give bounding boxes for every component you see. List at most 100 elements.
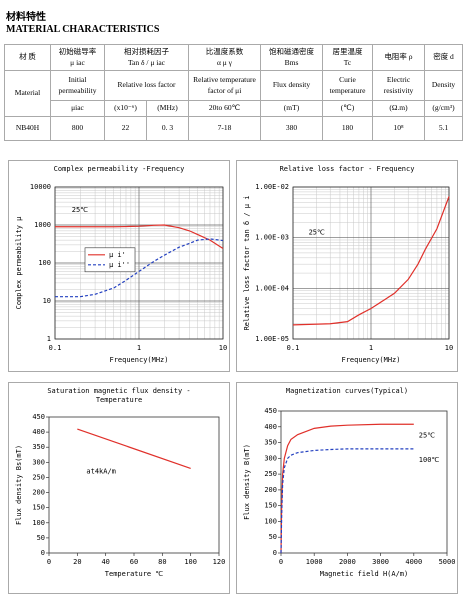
- cell: 密度 d: [424, 44, 463, 71]
- x-axis-label: Temperature ℃: [105, 570, 164, 578]
- y-axis-label: Relative loss factor tan δ / μ i: [243, 196, 251, 331]
- x-tick-label: 80: [158, 558, 166, 566]
- y-tick-label: 300: [32, 458, 45, 466]
- chart-panel: 1.00E-05 1.00E-04 1.00E-03 1.00E-02 0.1 1 10 Fr…: [236, 160, 458, 372]
- legend-label: μ i'': [109, 261, 130, 269]
- cell: (g/cm³): [424, 100, 463, 117]
- cell: Flux density: [260, 70, 323, 101]
- x-tick-label: 3000: [372, 558, 389, 566]
- x-tick-label: 1: [137, 344, 141, 352]
- chart: 0 50 100 150 200 250 300 350 400 450 0 1000 2000 3000…: [243, 407, 456, 578]
- y-tick-label: 400: [32, 428, 45, 436]
- y-tick-label: 1.00E-02: [255, 183, 289, 191]
- y-axis-label: Flux density Bs(mT): [15, 445, 23, 525]
- y-tick-label: 0: [41, 549, 45, 557]
- chart: 1.00E-05 1.00E-04 1.00E-03 1.00E-02 0.1 1 10 Fr…: [243, 183, 453, 364]
- series-line: [280, 423, 414, 554]
- cell: 饱和磁通密度 Bms: [260, 44, 323, 71]
- table-row: NB40H 800 22 0. 3 7-18 380 180 10⁸ 5.1: [4, 116, 463, 141]
- y-tick-label: 450: [32, 413, 45, 421]
- legend-box: [84, 247, 136, 273]
- x-tick-label: 5000: [439, 558, 456, 566]
- y-tick-label: 0: [273, 549, 277, 557]
- x-axis-label: Frequency(MHz): [109, 356, 168, 364]
- y-tick-label: 50: [269, 533, 277, 541]
- x-axis-label: Frequency(MHz): [341, 356, 400, 364]
- cell: μiac: [50, 100, 105, 117]
- y-tick-label: 450: [264, 407, 277, 415]
- x-axis-label: Magnetic field H(A/m): [320, 570, 409, 578]
- material-table: 材 质 初始磁导率 μ iac 相对损耗因子 Tan δ / μ iac 比温度系数…: [4, 44, 463, 141]
- cell: 7-18: [188, 116, 261, 141]
- cell: Initial permeability: [50, 70, 105, 101]
- cell-text: 比温度系数: [205, 47, 244, 57]
- cell: 5.1: [424, 116, 463, 141]
- cell: Material: [4, 70, 51, 117]
- x-tick-label: 20: [73, 558, 81, 566]
- annotation: at4kA/m: [86, 467, 116, 475]
- cell: NB40H: [4, 116, 51, 141]
- series-line: [292, 196, 450, 326]
- cell: 0. 3: [146, 116, 189, 141]
- y-tick-label: 100: [38, 259, 51, 267]
- cell: 比温度系数 α μ γ: [188, 44, 261, 71]
- cell: 22: [104, 116, 147, 141]
- cell: 20to 60℃: [188, 100, 261, 117]
- cell: Relative temperature factor of μi: [188, 70, 261, 101]
- y-tick-label: 100: [32, 519, 45, 527]
- cell: (mT): [260, 100, 323, 117]
- x-tick-label: 0.1: [49, 344, 62, 352]
- cell: (MHz): [146, 100, 189, 117]
- series-label: 25℃: [419, 431, 435, 439]
- chart-panel: 0 50 100 150 200 250 300 350 400 450 0 1000 2000 3000…: [236, 382, 458, 594]
- y-tick-label: 1.00E-04: [255, 284, 289, 292]
- y-tick-label: 100: [264, 517, 277, 525]
- cell: (℃): [322, 100, 373, 117]
- plot-frame: [54, 186, 224, 340]
- y-tick-label: 1.00E-05: [255, 335, 289, 343]
- chart: 0 50 100 150 200 250 300 350 400 450 0 20 40 60 80 100 1…: [15, 413, 226, 578]
- y-tick-label: 200: [32, 489, 45, 497]
- x-tick-label: 120: [213, 558, 226, 566]
- plot-frame: [280, 410, 448, 554]
- table-row: μiac (x10⁻⁶) (MHz) 20to 60℃ (mT) (℃) (Ω.…: [5, 100, 463, 117]
- x-tick-label: 1000: [306, 558, 323, 566]
- y-tick-label: 10: [43, 297, 51, 305]
- y-tick-label: 150: [264, 502, 277, 510]
- series-line: [280, 448, 414, 554]
- x-tick-label: 4000: [405, 558, 422, 566]
- cell: 居里温度 Tc: [322, 44, 373, 71]
- cell: Relative loss factor: [104, 70, 189, 101]
- cell-text: α μ γ: [216, 57, 232, 67]
- cell: 380: [260, 116, 323, 141]
- cell-text: μ iac: [70, 57, 85, 67]
- y-tick-label: 400: [264, 423, 277, 431]
- plot-frame: [48, 416, 220, 554]
- x-tick-label: 60: [130, 558, 138, 566]
- y-tick-label: 50: [37, 534, 45, 542]
- x-tick-label: 10: [445, 344, 453, 352]
- y-tick-label: 350: [32, 443, 45, 451]
- y-tick-label: 250: [264, 470, 277, 478]
- y-tick-label: 200: [264, 486, 277, 494]
- chart-title: Complex permeability -Frequency: [53, 165, 185, 173]
- cell: Electric resistivity: [372, 70, 425, 101]
- cell-text: Tc: [343, 57, 352, 67]
- x-tick-label: 0: [47, 558, 51, 566]
- chart-panel: 1 10 100 1000 10000 0.1 1 10 Frequency(MHz) Compl…: [8, 160, 230, 372]
- y-tick-label: 350: [264, 439, 277, 447]
- cell: 初始磁导率 μ iac: [50, 44, 105, 71]
- plot-frame: [292, 186, 450, 340]
- y-tick-label: 1: [47, 335, 51, 343]
- series-label: 100℃: [419, 456, 440, 464]
- cell-text: 饱和磁通密度: [269, 47, 314, 57]
- chart-title: Saturation magnetic flux density - Tempe…: [47, 387, 191, 405]
- x-tick-label: 1: [369, 344, 373, 352]
- cell: (x10⁻⁶): [104, 100, 147, 117]
- x-tick-label: 2000: [339, 558, 356, 566]
- annotation: 25℃: [72, 206, 88, 214]
- x-tick-label: 0: [279, 558, 283, 566]
- cell: 10⁸: [372, 116, 425, 141]
